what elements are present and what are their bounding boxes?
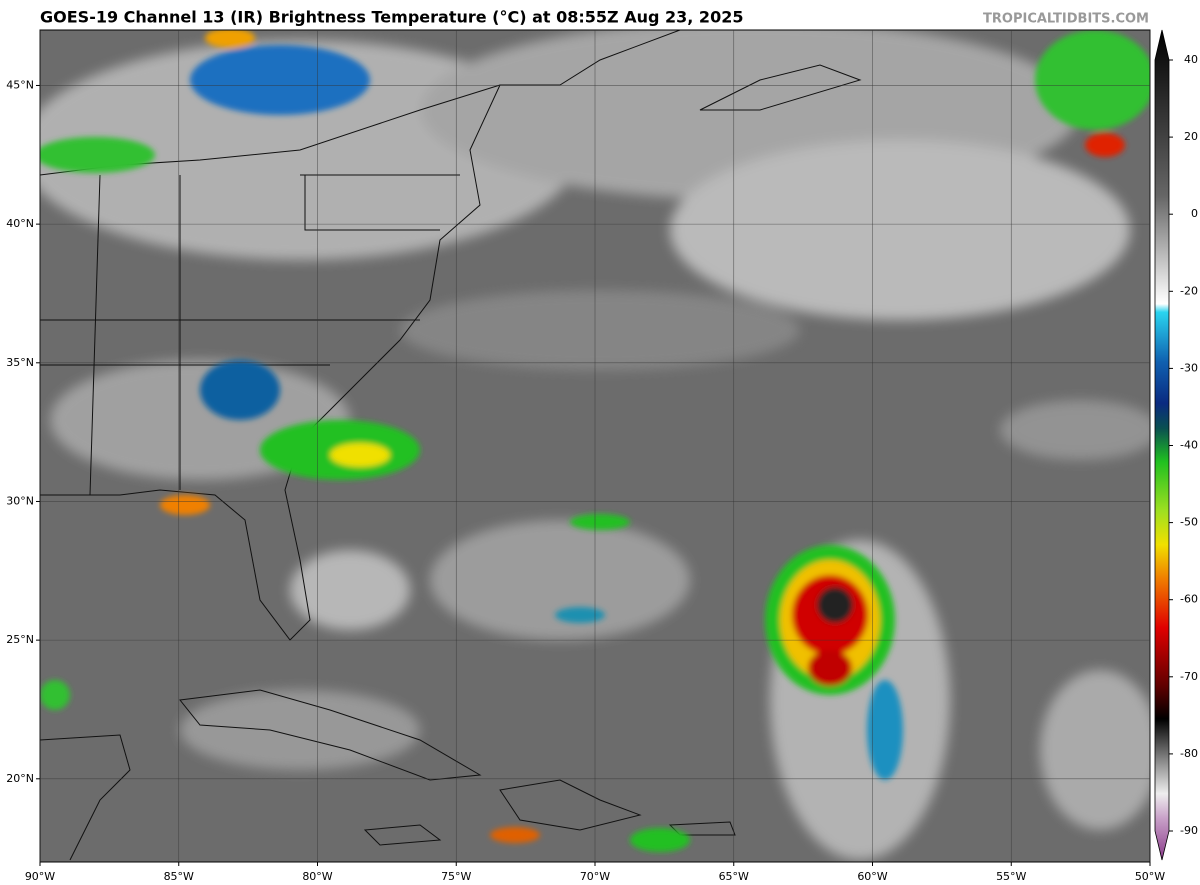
x-tick-label: 60°W [857,870,887,883]
y-tick-label: 40°N [6,217,34,230]
x-tick-label: 70°W [580,870,610,883]
colorbar-label: 40 [1184,53,1198,66]
x-tick-label: 50°W [1135,870,1165,883]
colorbar-label: -20 [1180,284,1198,297]
colorbar-label: -90 [1180,824,1198,837]
colorbar-label: -30 [1180,361,1198,374]
colorbar-label: -60 [1180,593,1198,606]
satellite-image [40,30,1150,862]
x-tick-label: 90°W [25,870,55,883]
colorbar-label: 20 [1184,130,1198,143]
y-tick-label: 25°N [6,633,34,646]
y-tick-label: 35°N [6,356,34,369]
colorbar-label: -70 [1180,670,1198,683]
x-tick-label: 80°W [302,870,332,883]
colorbar-label: -40 [1180,439,1198,452]
colorbar-label: -80 [1180,747,1198,760]
source: TROPICALTIDBITS.COM [983,12,1149,27]
x-tick-label: 55°W [996,870,1026,883]
x-tick-label: 85°W [164,870,194,883]
y-tick-label: 20°N [6,772,34,785]
y-tick-label: 45°N [6,78,34,91]
y-tick-label: 30°N [6,494,34,507]
colorbar-label: -50 [1180,516,1198,529]
x-tick-label: 65°W [719,870,749,883]
x-tick-label: 75°W [441,870,471,883]
title: GOES-19 Channel 13 (IR) Brightness Tempe… [40,8,743,27]
colorbar [1154,29,1170,861]
colorbar-label: 0 [1191,207,1198,220]
